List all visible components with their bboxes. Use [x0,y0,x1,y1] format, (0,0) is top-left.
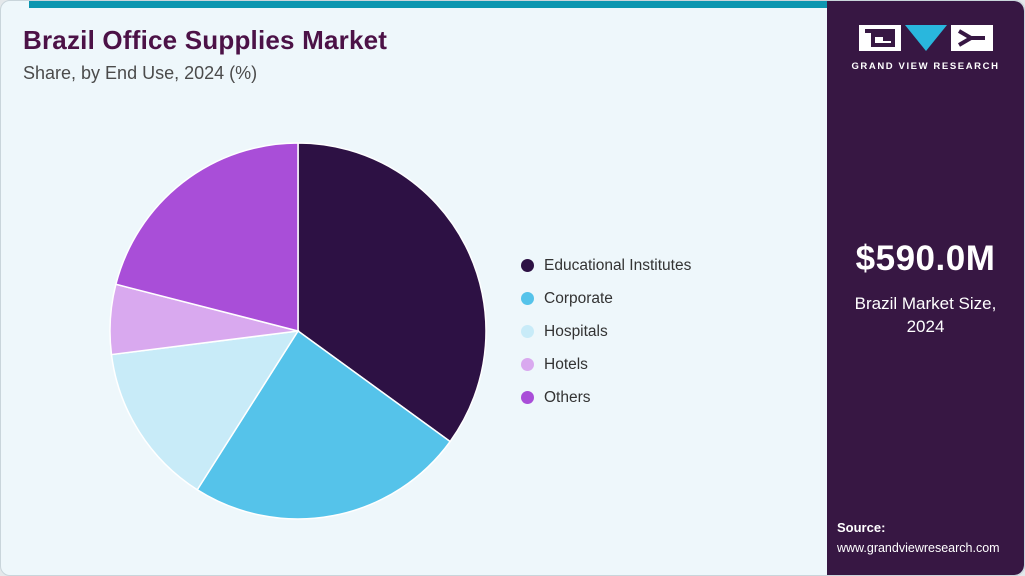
source-block: Source: www.grandviewresearch.com [837,520,1000,557]
legend-label: Educational Institutes [544,256,692,274]
top-accent-bar [29,1,827,8]
legend-label: Hotels [544,355,588,373]
sidebar: GRAND VIEW RESEARCH $590.0M Brazil Marke… [827,1,1024,575]
source-url-link[interactable]: www.grandviewresearch.com [837,541,1000,555]
legend-item-others: Others [521,381,691,414]
legend-label: Corporate [544,289,613,307]
legend-item-hospitals: Hospitals [521,315,691,348]
legend-item-educational-institutes: Educational Institutes [521,249,691,282]
legend-label: Others [544,388,591,406]
legend-item-corporate: Corporate [521,282,691,315]
legend-dot-icon [521,325,534,338]
chart-legend: Educational Institutes Corporate Hospita… [521,249,691,414]
legend-dot-icon [521,292,534,305]
market-size-value: $590.0M [855,239,996,278]
pie-chart [109,142,487,520]
header: Brazil Office Supplies Market Share, by … [23,25,387,84]
brand-logo-marks [858,25,993,53]
legend-item-hotels: Hotels [521,348,691,381]
market-size-label: Brazil Market Size, 2024 [854,294,997,336]
legend-dot-icon [521,259,534,272]
brand-logo: GRAND VIEW RESEARCH [827,25,1024,72]
legend-dot-icon [521,391,534,404]
logo-r-icon [950,25,993,51]
brand-name: GRAND VIEW RESEARCH [851,61,1000,72]
market-size-block: $590.0M Brazil Market Size, 2024 [827,239,1024,339]
pie-slice-0 [297,142,487,443]
page-title: Brazil Office Supplies Market [23,25,388,55]
pie-slice-2 [110,330,300,491]
pie-slice-1 [196,329,452,520]
legend-dot-icon [521,358,534,371]
legend-label: Hospitals [544,322,608,340]
pie-slice-4 [114,142,299,332]
page-subtitle: Share, by End Use, 2024 (%) [23,63,258,83]
pie-chart-container [106,139,490,523]
logo-g-icon [858,25,901,51]
logo-v-icon [904,25,947,51]
source-label: Source: [837,520,886,535]
